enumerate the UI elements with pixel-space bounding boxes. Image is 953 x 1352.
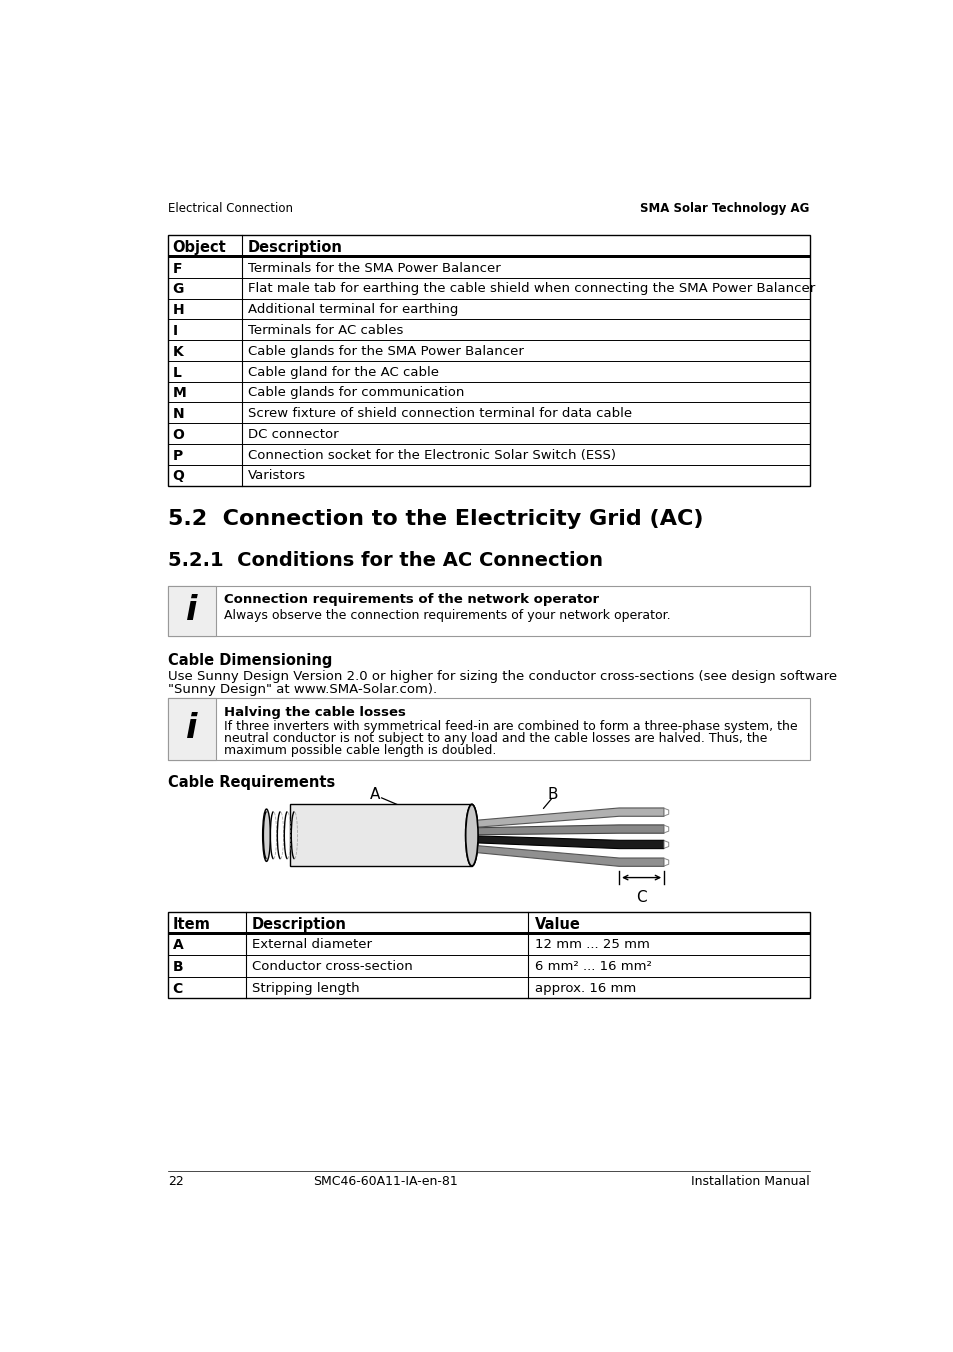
Text: Description: Description bbox=[248, 241, 342, 256]
Bar bbox=[168, 235, 809, 485]
Text: SMC46-60A11-IA-en-81: SMC46-60A11-IA-en-81 bbox=[313, 1175, 457, 1188]
Text: approx. 16 mm: approx. 16 mm bbox=[534, 982, 636, 995]
Text: Cable Requirements: Cable Requirements bbox=[168, 775, 335, 790]
Text: A: A bbox=[370, 787, 380, 803]
Text: Use Sunny Design Version 2.0 or higher for sizing the conductor cross-sections (: Use Sunny Design Version 2.0 or higher f… bbox=[168, 669, 837, 683]
Bar bbox=[168, 585, 809, 635]
Text: Installation Manual: Installation Manual bbox=[690, 1175, 809, 1188]
Bar bbox=[168, 913, 809, 999]
Text: Stripping length: Stripping length bbox=[252, 982, 359, 995]
Bar bbox=[168, 933, 809, 936]
Text: External diameter: External diameter bbox=[252, 938, 372, 952]
Polygon shape bbox=[468, 825, 663, 834]
Text: Cable Dimensioning: Cable Dimensioning bbox=[168, 653, 332, 668]
Text: Electrical Connection: Electrical Connection bbox=[168, 203, 293, 215]
Text: maximum possible cable length is doubled.: maximum possible cable length is doubled… bbox=[224, 745, 496, 757]
Text: Halving the cable losses: Halving the cable losses bbox=[224, 706, 405, 719]
Text: 12 mm ... 25 mm: 12 mm ... 25 mm bbox=[534, 938, 649, 952]
Text: Q: Q bbox=[172, 469, 185, 484]
Polygon shape bbox=[663, 825, 668, 833]
Text: I: I bbox=[172, 324, 177, 338]
Text: 5.2.1  Conditions for the AC Connection: 5.2.1 Conditions for the AC Connection bbox=[168, 552, 602, 571]
Bar bbox=[168, 256, 809, 258]
Text: N: N bbox=[172, 407, 184, 420]
Text: Screw fixture of shield connection terminal for data cable: Screw fixture of shield connection termi… bbox=[248, 407, 631, 420]
Text: Terminals for AC cables: Terminals for AC cables bbox=[248, 324, 403, 337]
Text: Additional terminal for earthing: Additional terminal for earthing bbox=[248, 303, 457, 316]
Text: B: B bbox=[547, 787, 558, 803]
Text: Value: Value bbox=[534, 917, 580, 932]
Text: neutral conductor is not subject to any load and the cable losses are halved. Th: neutral conductor is not subject to any … bbox=[224, 731, 766, 745]
Text: A: A bbox=[172, 938, 183, 952]
Text: Connection requirements of the network operator: Connection requirements of the network o… bbox=[224, 594, 598, 607]
Ellipse shape bbox=[262, 808, 270, 861]
Text: If three inverters with symmetrical feed-in are combined to form a three-phase s: If three inverters with symmetrical feed… bbox=[224, 719, 797, 733]
Text: 6 mm² ... 16 mm²: 6 mm² ... 16 mm² bbox=[534, 960, 651, 973]
Polygon shape bbox=[468, 845, 663, 867]
Text: C: C bbox=[636, 890, 646, 904]
Text: C: C bbox=[172, 982, 183, 995]
Text: Varistors: Varistors bbox=[248, 469, 306, 483]
Ellipse shape bbox=[465, 804, 477, 867]
Text: SMA Solar Technology AG: SMA Solar Technology AG bbox=[639, 203, 809, 215]
Bar bbox=[290, 804, 472, 867]
Polygon shape bbox=[468, 836, 663, 849]
Text: B: B bbox=[172, 960, 183, 973]
Text: K: K bbox=[172, 345, 183, 358]
Text: M: M bbox=[172, 387, 186, 400]
Text: Flat male tab for earthing the cable shield when connecting the SMA Power Balanc: Flat male tab for earthing the cable shi… bbox=[248, 283, 814, 295]
Text: P: P bbox=[172, 449, 183, 462]
Text: Cable gland for the AC cable: Cable gland for the AC cable bbox=[248, 365, 438, 379]
Text: O: O bbox=[172, 427, 185, 442]
Text: Object: Object bbox=[172, 241, 226, 256]
Text: F: F bbox=[172, 261, 182, 276]
Text: i: i bbox=[186, 595, 197, 627]
Text: "Sunny Design" at www.SMA-Solar.com).: "Sunny Design" at www.SMA-Solar.com). bbox=[168, 683, 436, 696]
Text: G: G bbox=[172, 283, 184, 296]
Polygon shape bbox=[468, 808, 663, 827]
Text: i: i bbox=[186, 713, 197, 745]
Text: H: H bbox=[172, 303, 184, 318]
Text: Connection socket for the Electronic Solar Switch (ESS): Connection socket for the Electronic Sol… bbox=[248, 449, 616, 461]
Text: Cable glands for the SMA Power Balancer: Cable glands for the SMA Power Balancer bbox=[248, 345, 523, 358]
Text: L: L bbox=[172, 365, 181, 380]
Bar bbox=[168, 585, 216, 635]
Text: Description: Description bbox=[252, 917, 346, 932]
Text: 5.2  Connection to the Electricity Grid (AC): 5.2 Connection to the Electricity Grid (… bbox=[168, 508, 703, 529]
Text: Conductor cross-section: Conductor cross-section bbox=[252, 960, 412, 973]
Bar bbox=[168, 698, 809, 760]
Polygon shape bbox=[663, 841, 668, 848]
Polygon shape bbox=[663, 859, 668, 867]
Text: DC connector: DC connector bbox=[248, 427, 338, 441]
Polygon shape bbox=[663, 808, 668, 815]
Bar bbox=[168, 698, 216, 760]
Text: Terminals for the SMA Power Balancer: Terminals for the SMA Power Balancer bbox=[248, 261, 500, 274]
Text: Item: Item bbox=[172, 917, 211, 932]
Text: Always observe the connection requirements of your network operator.: Always observe the connection requiremen… bbox=[224, 608, 670, 622]
Text: Cable glands for communication: Cable glands for communication bbox=[248, 387, 464, 399]
Text: 22: 22 bbox=[168, 1175, 184, 1188]
Ellipse shape bbox=[465, 804, 477, 867]
